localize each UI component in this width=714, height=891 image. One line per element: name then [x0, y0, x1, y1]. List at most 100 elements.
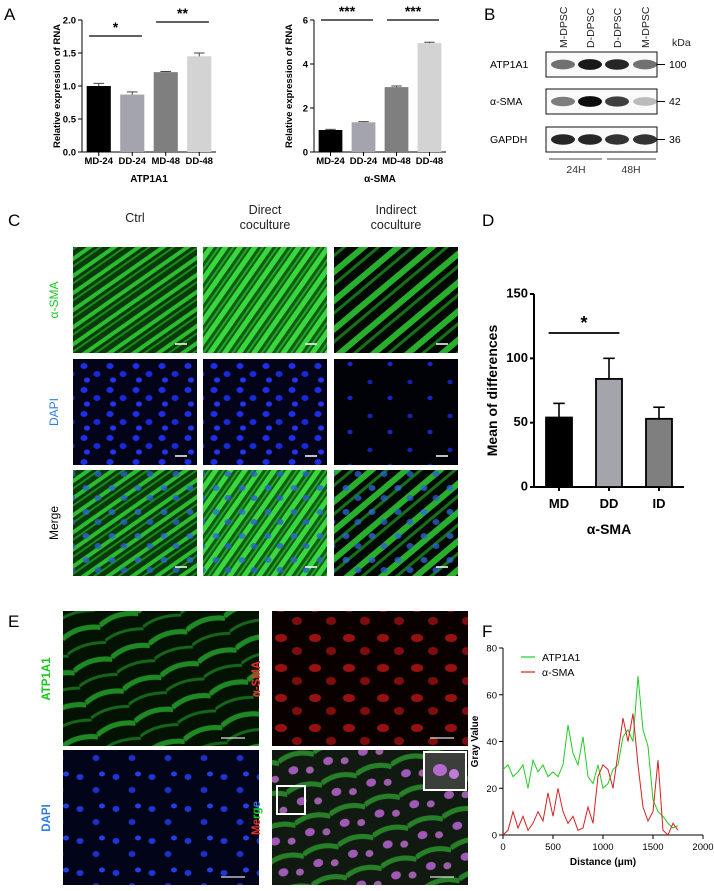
kda-value: 36	[669, 134, 681, 146]
tile-label-0: ATP1A1	[41, 657, 53, 701]
panel-e-micrographs: ATP1A1 α-SMA DAPI Merge	[41, 611, 468, 885]
panel-b-western-blot: M-DPSC D-DPSC D-DPSC M-DPSC kDa ATP1A1 100 α-SM…	[490, 6, 691, 176]
bar-MD-24	[318, 130, 343, 152]
tile-label-1: α-SMA	[251, 661, 263, 697]
significance-label: ***	[405, 3, 422, 19]
micrograph-tile	[63, 750, 259, 885]
blot-band	[633, 97, 657, 106]
y-axis-label: Relative expression of RNA	[52, 24, 63, 148]
kda-value: 42	[669, 96, 681, 108]
panel-label-b: B	[484, 5, 495, 24]
significance-label: *	[580, 313, 587, 333]
legend-label: α-SMA	[542, 667, 574, 679]
y-tick-label: 80	[486, 644, 497, 655]
column-title-line: Ctrl	[125, 211, 144, 225]
x-tick-label: 0	[500, 842, 505, 853]
blot-band	[578, 96, 602, 107]
blot-row-label: ATP1A1	[490, 59, 528, 71]
significance-label: *	[113, 19, 119, 35]
column-title-line: coculture	[371, 218, 422, 232]
blot-band	[551, 96, 575, 107]
y-tick-label: 2	[303, 104, 308, 115]
panel-d-chart: 0 50 100 150 MD DD ID * Mean of differences α-SMA	[484, 286, 684, 537]
y-tick-label: 0.0	[63, 148, 76, 159]
kda-label: kDa	[672, 37, 691, 49]
group-label-24h: 24H	[566, 164, 585, 176]
micrograph-tile	[73, 359, 197, 465]
merge-label-letter: r	[251, 814, 263, 819]
bar-DD-48	[187, 56, 212, 152]
row-label-0: α-SMA	[47, 282, 61, 319]
bar-ID	[645, 417, 673, 488]
group-label-48h: 48H	[621, 164, 640, 176]
merge-nuclei-overlay	[334, 470, 458, 576]
x-axis-title: α-SMA	[587, 521, 631, 537]
tile-label-2: DAPI	[41, 804, 53, 831]
blot-band	[633, 134, 657, 145]
significance-label: **	[177, 5, 188, 21]
micrograph-tile	[272, 611, 468, 746]
column-title-line: coculture	[240, 218, 291, 232]
lane-label: M-DPSC	[558, 6, 570, 48]
column-title-line: Direct	[249, 203, 282, 217]
x-tick-label: 2000	[692, 842, 713, 853]
x-tick-label: MD-48	[382, 156, 411, 167]
panel-f-line-chart: 0 20 40 60 80 0 500 1000 1500 2000 Gray Value Dista…	[470, 644, 714, 869]
column-title-2: Indirect coculture	[371, 203, 422, 232]
merge-nuclei-overlay	[73, 470, 197, 576]
y-tick-label: 40	[486, 737, 497, 748]
blot-band	[605, 96, 629, 107]
bar-DD-24	[351, 122, 376, 152]
bar-MD-24	[86, 86, 111, 152]
blot-band	[605, 134, 629, 145]
series-line-α-SMA	[502, 713, 679, 836]
micrograph-tile	[203, 359, 327, 465]
panel-label-f: F	[482, 622, 492, 641]
blot-band	[578, 59, 602, 70]
y-tick-label: 150	[506, 286, 528, 301]
y-tick-label: 1.5	[63, 49, 77, 60]
panel-label-d: D	[482, 211, 494, 230]
panel-a-charts: 0.00.51.01.52.0MD-24 DD-24 MD-48 DD-48***Re…	[52, 3, 446, 185]
y-tick-label: 6	[303, 16, 308, 27]
x-tick-label: MD-24	[316, 156, 345, 167]
inset-cell	[433, 764, 447, 776]
legend-label: ATP1A1	[542, 652, 580, 664]
x-axis-title: ATP1A1	[130, 174, 168, 185]
y-tick-label: 60	[486, 690, 497, 701]
blot-band	[551, 134, 575, 145]
y-axis-label: Relative expression of RNA	[284, 24, 295, 148]
panel-label-a: A	[4, 5, 16, 24]
y-tick-label: 1.0	[63, 82, 76, 93]
blot-row-label: GAPDH	[490, 134, 527, 146]
merge-label: Merge	[251, 801, 263, 835]
y-axis-label: Mean of differences	[484, 325, 500, 457]
x-tick-label: DD-48	[186, 156, 213, 167]
x-tick-label: MD-24	[84, 156, 113, 167]
x-tick-label: MD-48	[151, 156, 180, 167]
micrograph-tile	[203, 247, 327, 353]
micrograph-tile	[73, 247, 197, 353]
x-tick-label: ID	[653, 496, 666, 511]
blot-band	[551, 59, 575, 70]
highlight-box	[276, 785, 306, 815]
blot-band	[633, 59, 657, 70]
column-title-line: Indirect	[376, 203, 418, 217]
panel-label-c: C	[8, 211, 20, 230]
kda-value: 100	[669, 59, 687, 71]
x-tick-label: 500	[545, 842, 561, 853]
y-tick-label: 20	[486, 784, 497, 795]
x-tick-label: MD	[549, 496, 569, 511]
bar-MD-48	[153, 72, 178, 152]
merge-label-letter: M	[251, 825, 263, 835]
x-tick-label: DD-48	[416, 156, 443, 167]
panel-label-e: E	[8, 612, 19, 631]
lane-label: D-DPSC	[612, 7, 624, 48]
blot-band	[605, 59, 629, 70]
significance-label: ***	[339, 3, 356, 19]
y-tick-label: 100	[506, 350, 528, 365]
blot-band	[578, 134, 602, 145]
x-axis-label: Distance (μm)	[570, 857, 636, 868]
